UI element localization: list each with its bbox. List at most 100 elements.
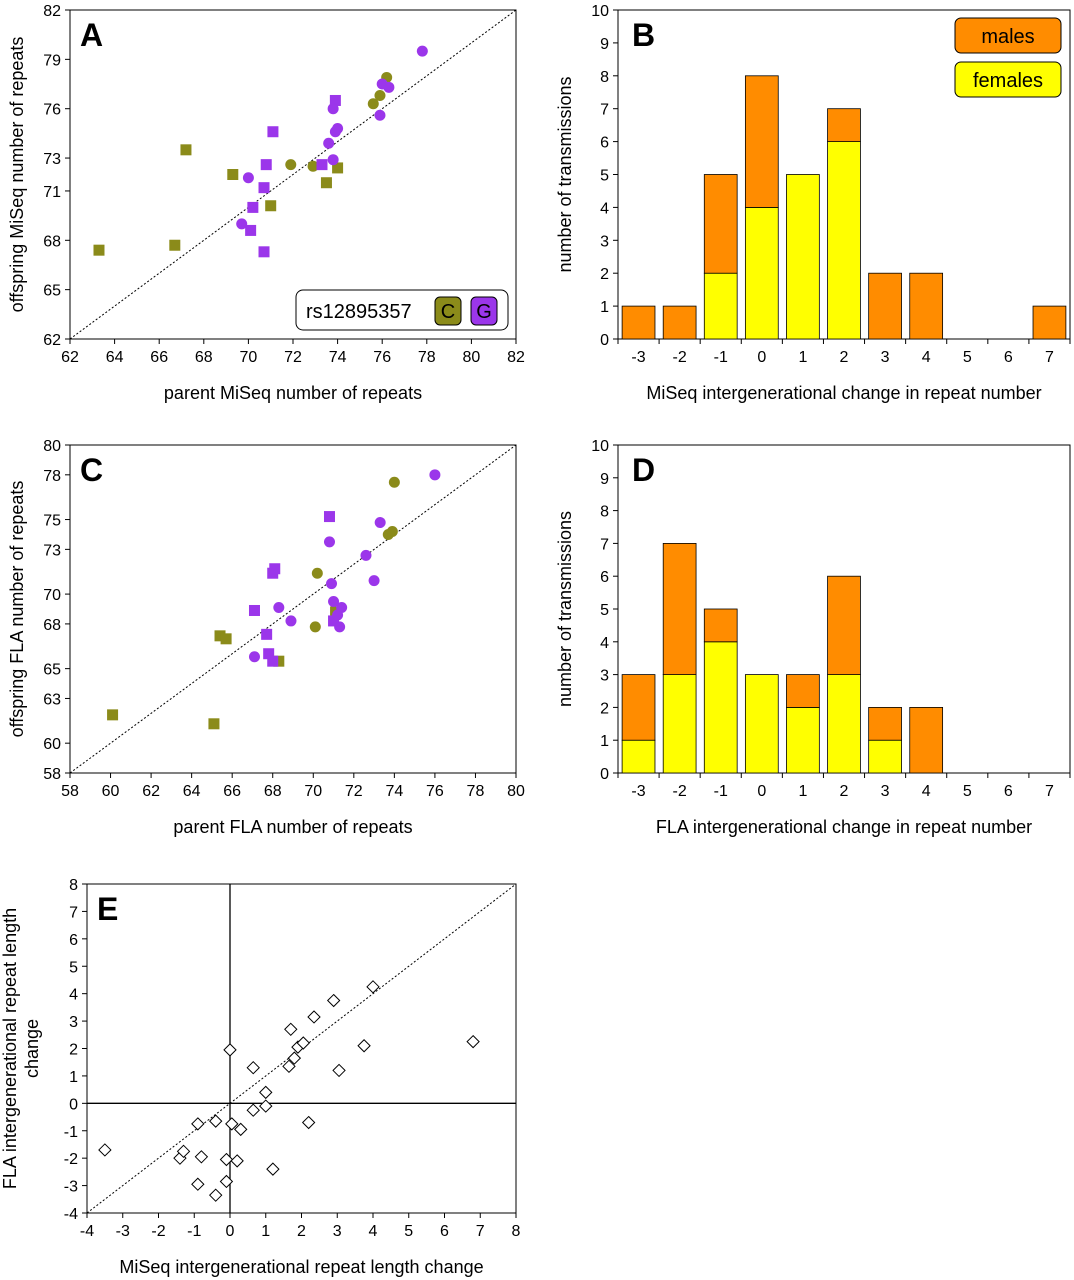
y-tick-label: 8 — [600, 504, 609, 521]
data-point-square — [265, 200, 277, 212]
data-point-circle — [248, 651, 260, 663]
bar-females — [827, 674, 861, 774]
data-point-diamond — [223, 1043, 237, 1057]
bar-males — [786, 674, 820, 708]
bar-males — [703, 608, 738, 643]
x-tick-label: 0 — [757, 349, 766, 366]
x-tick-label: 72 — [345, 783, 363, 800]
data-point-square — [208, 718, 220, 730]
x-axis-label: parent MiSeq number of repeats — [164, 383, 422, 403]
y-tick-label: 65 — [43, 283, 61, 300]
x-tick-label: 0 — [757, 783, 766, 800]
bar-males — [621, 305, 656, 340]
y-tick-label: 68 — [43, 617, 61, 634]
bar-males — [827, 575, 861, 676]
data-point-square — [329, 94, 341, 106]
data-point-circle — [429, 469, 441, 481]
x-tick-label: 4 — [922, 349, 931, 366]
data-point-square — [93, 244, 105, 256]
y-tick-label: 62 — [43, 332, 61, 349]
data-point-diamond — [357, 1039, 371, 1053]
y-tick-label: 2 — [600, 266, 609, 283]
x-tick-label: 68 — [264, 783, 282, 800]
data-point-square — [245, 224, 257, 236]
data-point-diamond — [208, 1188, 223, 1202]
x-tick-label: 68 — [195, 349, 213, 366]
x-tick-label: 74 — [385, 783, 403, 800]
y-tick-label: 6 — [69, 932, 78, 949]
y-axis-label: number of transmissions — [555, 76, 575, 272]
x-tick-label: 7 — [1045, 349, 1054, 366]
data-point-diamond — [259, 1085, 273, 1100]
data-point-square — [273, 655, 285, 667]
data-point-diamond — [332, 1063, 346, 1078]
legend-swatch-g — [470, 296, 498, 326]
y-axis-label: FLA intergenerational repeat length — [0, 908, 20, 1189]
x-tick-label: -1 — [187, 1223, 201, 1240]
bar-males — [827, 108, 861, 142]
data-point-circle — [285, 615, 297, 627]
x-tick-label: 7 — [476, 1223, 485, 1240]
x-tick-label: 64 — [183, 783, 201, 800]
x-tick-label: 66 — [223, 783, 241, 800]
x-axis-label: MiSeq intergenerational change in repeat… — [646, 383, 1041, 403]
data-point-circle — [360, 549, 372, 561]
data-point-diamond — [234, 1122, 248, 1137]
x-tick-label: -3 — [631, 349, 645, 366]
x-axis-label: MiSeq intergenerational repeat length ch… — [119, 1257, 483, 1277]
x-tick-label: 78 — [467, 783, 485, 800]
x-tick-label: 80 — [463, 349, 481, 366]
y-tick-label: 63 — [43, 691, 61, 708]
data-point-square — [260, 159, 272, 171]
x-tick-label: 66 — [150, 349, 168, 366]
y-tick-label: -1 — [64, 1124, 78, 1141]
x-tick-label: 74 — [329, 349, 347, 366]
data-point-square — [180, 144, 192, 156]
data-point-circle — [285, 159, 297, 171]
y-axis-label: offspring FLA number of repeats — [7, 481, 27, 738]
y-tick-label: 2 — [69, 1042, 78, 1059]
data-point-diamond — [191, 1117, 205, 1131]
x-tick-label: 3 — [333, 1223, 342, 1240]
data-point-square — [258, 182, 270, 194]
x-tick-label: 5 — [404, 1223, 413, 1240]
panel-e: -4 -3 -2 -1 0 1 2 3 4 5 6 7 8 -4 -3 -2 -1 0 1 2 3 4 5 6 7 8 MiSeq … — [0, 877, 521, 1277]
x-tick-label: 0 — [226, 1223, 235, 1240]
legend-females-label: females — [973, 70, 1043, 92]
data-point-square — [247, 201, 259, 213]
y-tick-label: 75 — [43, 513, 61, 530]
data-point-diamond — [219, 1152, 234, 1167]
x-tick-label: 6 — [440, 1223, 449, 1240]
y-tick-label: 82 — [43, 3, 61, 20]
data-point-square — [267, 126, 279, 138]
bar-males — [662, 305, 697, 340]
y-tick-label: 1 — [600, 733, 609, 750]
y-tick-label: 3 — [69, 1014, 78, 1031]
data-point-circle — [236, 218, 248, 230]
y-tick-label: 0 — [69, 1096, 78, 1113]
y-tick-label: 4 — [600, 635, 609, 652]
x-tick-label: -2 — [151, 1223, 165, 1240]
bar-males — [621, 674, 656, 741]
y-tick-label: 76 — [43, 102, 61, 119]
panel-a: 62 64 66 68 70 72 74 76 78 80 82 62 65 68 71 73 76 79 82 pa… — [7, 3, 525, 403]
data-point-square — [267, 655, 279, 667]
x-tick-label: 8 — [512, 1223, 521, 1240]
data-point-diamond — [98, 1143, 112, 1157]
y-tick-label: 7 — [600, 102, 609, 119]
data-point-circle — [327, 154, 339, 166]
data-point-diamond — [194, 1150, 209, 1164]
legend-swatch-c — [434, 296, 462, 326]
panel-label: A — [80, 17, 103, 53]
bar-males — [909, 272, 944, 340]
x-tick-label: 6 — [1004, 783, 1013, 800]
x-tick-label: 2 — [840, 349, 849, 366]
data-point-diamond — [307, 1010, 321, 1024]
y-tick-label: 73 — [43, 151, 61, 168]
y-tick-label: 10 — [591, 3, 609, 20]
y-tick-label: 10 — [591, 438, 609, 455]
x-tick-label: 4 — [922, 783, 931, 800]
data-point-circle — [242, 172, 254, 184]
data-point-circle — [388, 476, 400, 488]
legend-allele-c: C — [441, 301, 455, 323]
